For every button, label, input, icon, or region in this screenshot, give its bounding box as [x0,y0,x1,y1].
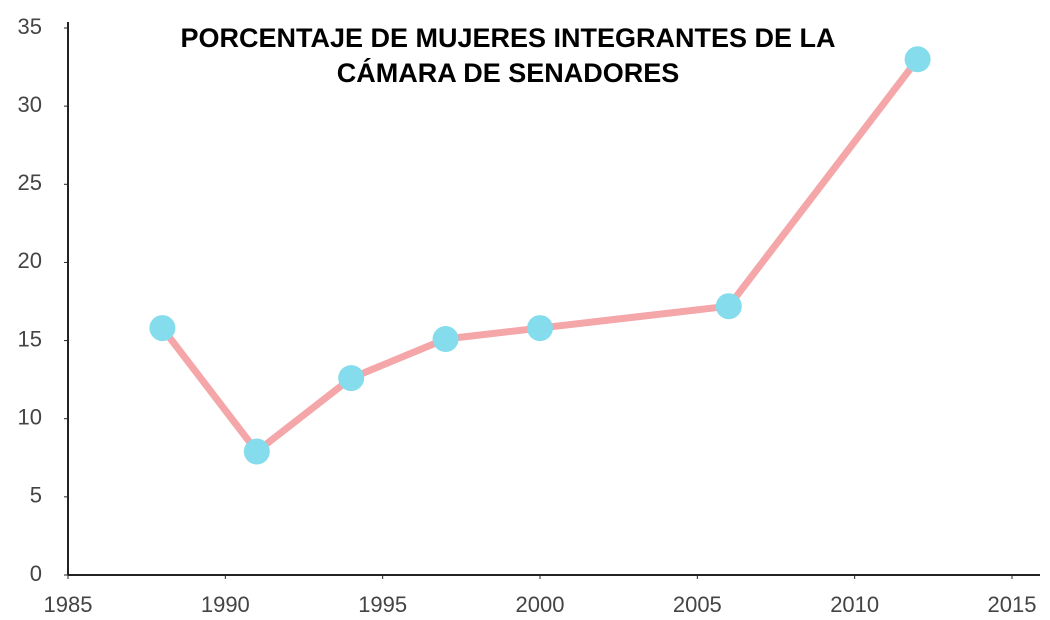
chart-title: PORCENTAJE DE MUJERES INTEGRANTES DE LA [180,23,835,53]
chart-title: CÁMARA DE SENADORES [337,57,680,88]
x-tick-label: 1985 [44,592,93,617]
y-tick-label: 0 [30,561,42,586]
x-tick-label: 1990 [201,592,250,617]
y-tick-label: 5 [30,483,42,508]
x-tick-label: 2010 [830,592,879,617]
marker [904,46,931,73]
y-tick-label: 20 [18,248,42,273]
y-tick-label: 10 [18,405,42,430]
x-tick-label: 2000 [516,592,565,617]
x-tick-label: 2015 [988,592,1037,617]
marker [432,326,459,353]
y-tick-label: 25 [18,170,42,195]
x-tick-label: 1995 [358,592,407,617]
y-tick-label: 35 [18,14,42,39]
marker [243,438,270,465]
marker [715,293,742,320]
marker [338,365,365,392]
x-tick-label: 2005 [673,592,722,617]
marker [149,315,176,342]
y-tick-label: 15 [18,326,42,351]
marker [527,315,553,342]
y-tick-label: 30 [18,92,42,117]
line [158,55,922,456]
